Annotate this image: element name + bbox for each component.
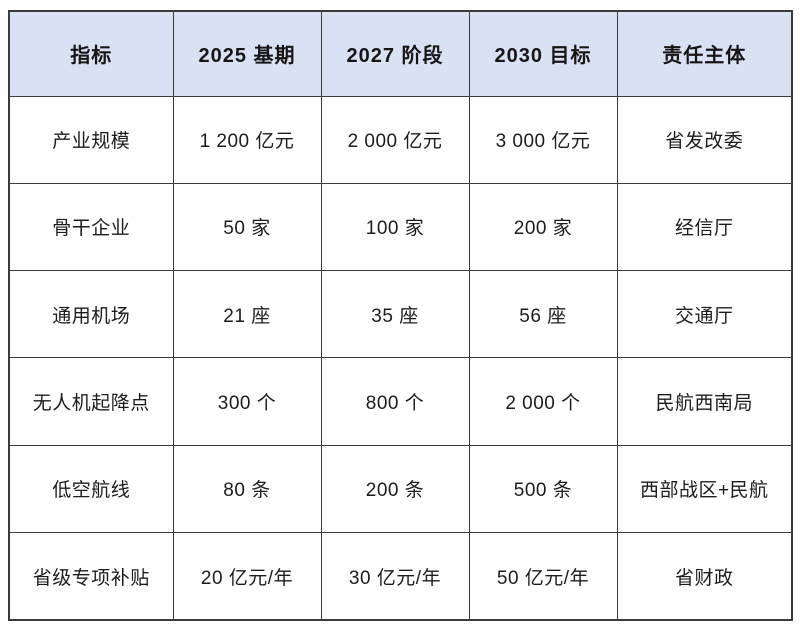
table-row: 低空航线 80 条 200 条 500 条西部战区+民航 xyxy=(8,444,793,534)
column-header-indicator: 指标 xyxy=(8,10,174,97)
table-row: 通用机场 21 座 35 座 56 座交通厅 xyxy=(8,270,793,359)
table-cell: 产业规模 xyxy=(8,95,174,184)
table-cell: 30 亿元/年 xyxy=(320,532,470,621)
column-header-2027-stage: 2027 阶段 xyxy=(320,10,470,97)
table-cell: 200 家 xyxy=(468,182,618,272)
column-header-responsible-body: 责任主体 xyxy=(616,10,793,97)
table-cell: 1 200 亿元 xyxy=(172,95,322,184)
table-cell: 经信厅 xyxy=(616,182,793,272)
table-cell: 通用机场 xyxy=(8,270,174,359)
table-cell: 骨干企业 xyxy=(8,182,174,272)
table-cell: 20 亿元/年 xyxy=(172,532,322,621)
table-cell: 21 座 xyxy=(172,270,322,359)
table-cell: 100 家 xyxy=(320,182,470,272)
table-body: 产业规模 1 200 亿元 2 000 亿元 3 000 亿元 省发改委 骨干企业 50 家… xyxy=(8,95,793,621)
table-cell: 50 家 xyxy=(172,182,322,272)
table-row: 省级专项补贴 20 亿元/年 30 亿元/年 50 亿元/年 省财政 xyxy=(8,532,793,621)
column-header-2030-target: 2030 目标 xyxy=(468,10,618,97)
table-row: 骨干企业 50 家 100 家 200 家经信厅 xyxy=(8,182,793,272)
table-cell: 2 000 个 xyxy=(468,357,618,446)
table-cell: 民航西南局 xyxy=(616,357,793,446)
table-cell: 35 座 xyxy=(320,270,470,359)
table-header: 指标 2025 基期 2027 阶段 2030 目标 责任主体 xyxy=(8,10,793,97)
table-cell: 低空航线 xyxy=(8,444,174,534)
table-cell: 300 个 xyxy=(172,357,322,446)
table-cell: 800 个 xyxy=(320,357,470,446)
table-cell: 50 亿元/年 xyxy=(468,532,618,621)
kpi-table: 指标 2025 基期 2027 阶段 2030 目标 责任主体 产业规模 1 20… xyxy=(8,10,793,621)
table-cell: 省级专项补贴 xyxy=(8,532,174,621)
table-cell: 省发改委 xyxy=(616,95,793,184)
table-cell: 200 条 xyxy=(320,444,470,534)
column-header-2025-base: 2025 基期 xyxy=(172,10,322,97)
header-row: 指标 2025 基期 2027 阶段 2030 目标 责任主体 xyxy=(8,10,793,97)
table-cell: 56 座 xyxy=(468,270,618,359)
table-cell: 无人机起降点 xyxy=(8,357,174,446)
table-cell: 交通厅 xyxy=(616,270,793,359)
table-cell: 2 000 亿元 xyxy=(320,95,470,184)
table-cell: 3 000 亿元 xyxy=(468,95,618,184)
table-row: 产业规模 1 200 亿元 2 000 亿元 3 000 亿元 省发改委 xyxy=(8,95,793,184)
table-cell: 西部战区+民航 xyxy=(616,444,793,534)
table-cell: 省财政 xyxy=(616,532,793,621)
table-cell: 500 条 xyxy=(468,444,618,534)
table-cell: 80 条 xyxy=(172,444,322,534)
